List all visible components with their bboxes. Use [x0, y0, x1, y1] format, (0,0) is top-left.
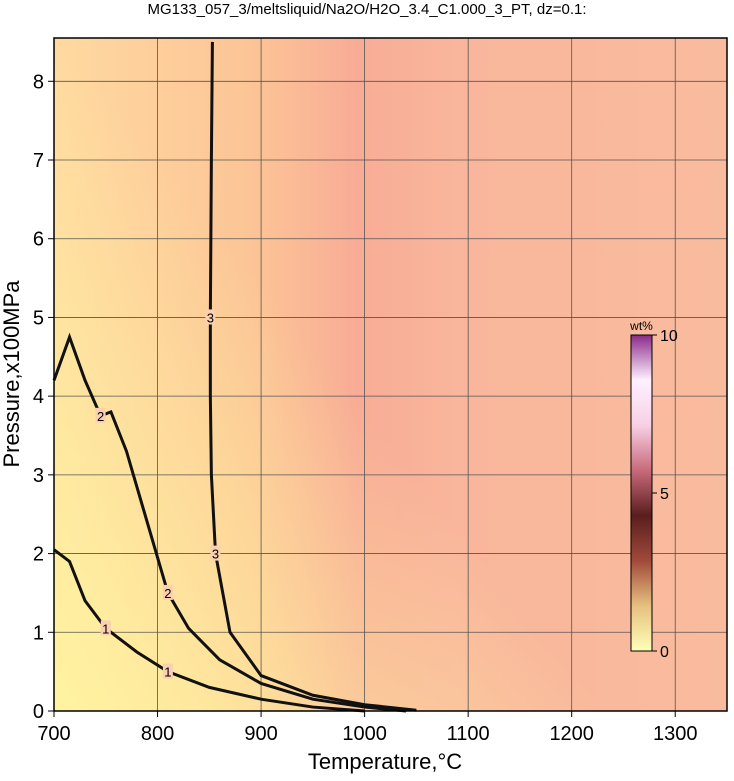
y-tick-label: 1 — [33, 622, 44, 644]
contour-label: 1 — [164, 665, 171, 680]
y-tick-label: 0 — [33, 701, 44, 723]
contour-label-bg — [100, 620, 111, 636]
x-tick-label: 700 — [37, 723, 70, 745]
y-axis-label: Pressure,x100MPa — [0, 280, 24, 468]
contour-label-bg — [205, 309, 216, 325]
colorbar — [630, 334, 653, 652]
y-tick-label: 5 — [33, 307, 44, 329]
contour-label: 2 — [164, 586, 171, 601]
chart-title: MG133_057_3/meltsliquid/Na2O/H2O_3.4_C1.… — [147, 1, 586, 18]
contour-label: 2 — [97, 409, 104, 424]
plot-frame — [53, 37, 728, 712]
y-tick-label: 7 — [33, 150, 44, 172]
colorbar-tick-label: 5 — [660, 486, 669, 503]
x-tick-label: 1100 — [447, 723, 490, 745]
contour-line — [53, 548, 365, 713]
x-tick-label: 800 — [141, 723, 174, 745]
contour-label: 1 — [102, 621, 109, 636]
y-tick-label: 3 — [33, 465, 44, 487]
x-axis-label: Temperature,°C — [308, 749, 462, 774]
contour-label-bg — [210, 545, 221, 561]
colorbar-tick-label: 0 — [660, 644, 669, 661]
y-tick-label: 2 — [33, 544, 44, 566]
x-tick-label: 1000 — [342, 723, 387, 745]
plot-background-shade — [54, 38, 727, 711]
x-tick-label: 1300 — [653, 723, 698, 745]
x-tick-label: 900 — [244, 723, 277, 745]
colorbar-tick-label: 10 — [660, 328, 678, 345]
y-tick-label: 4 — [33, 386, 44, 408]
y-tick-label: 6 — [33, 229, 44, 251]
colorbar-label: wt% — [629, 319, 653, 333]
contour-label-bg — [162, 663, 173, 679]
x-tick-label: 1200 — [549, 723, 594, 745]
y-tick-label: 8 — [33, 71, 44, 93]
contour-label-bg — [162, 584, 173, 600]
contour-label: 3 — [212, 547, 219, 562]
contour-label: 3 — [207, 310, 214, 325]
contour-label-bg — [95, 407, 106, 423]
contour-line — [52, 332, 407, 713]
